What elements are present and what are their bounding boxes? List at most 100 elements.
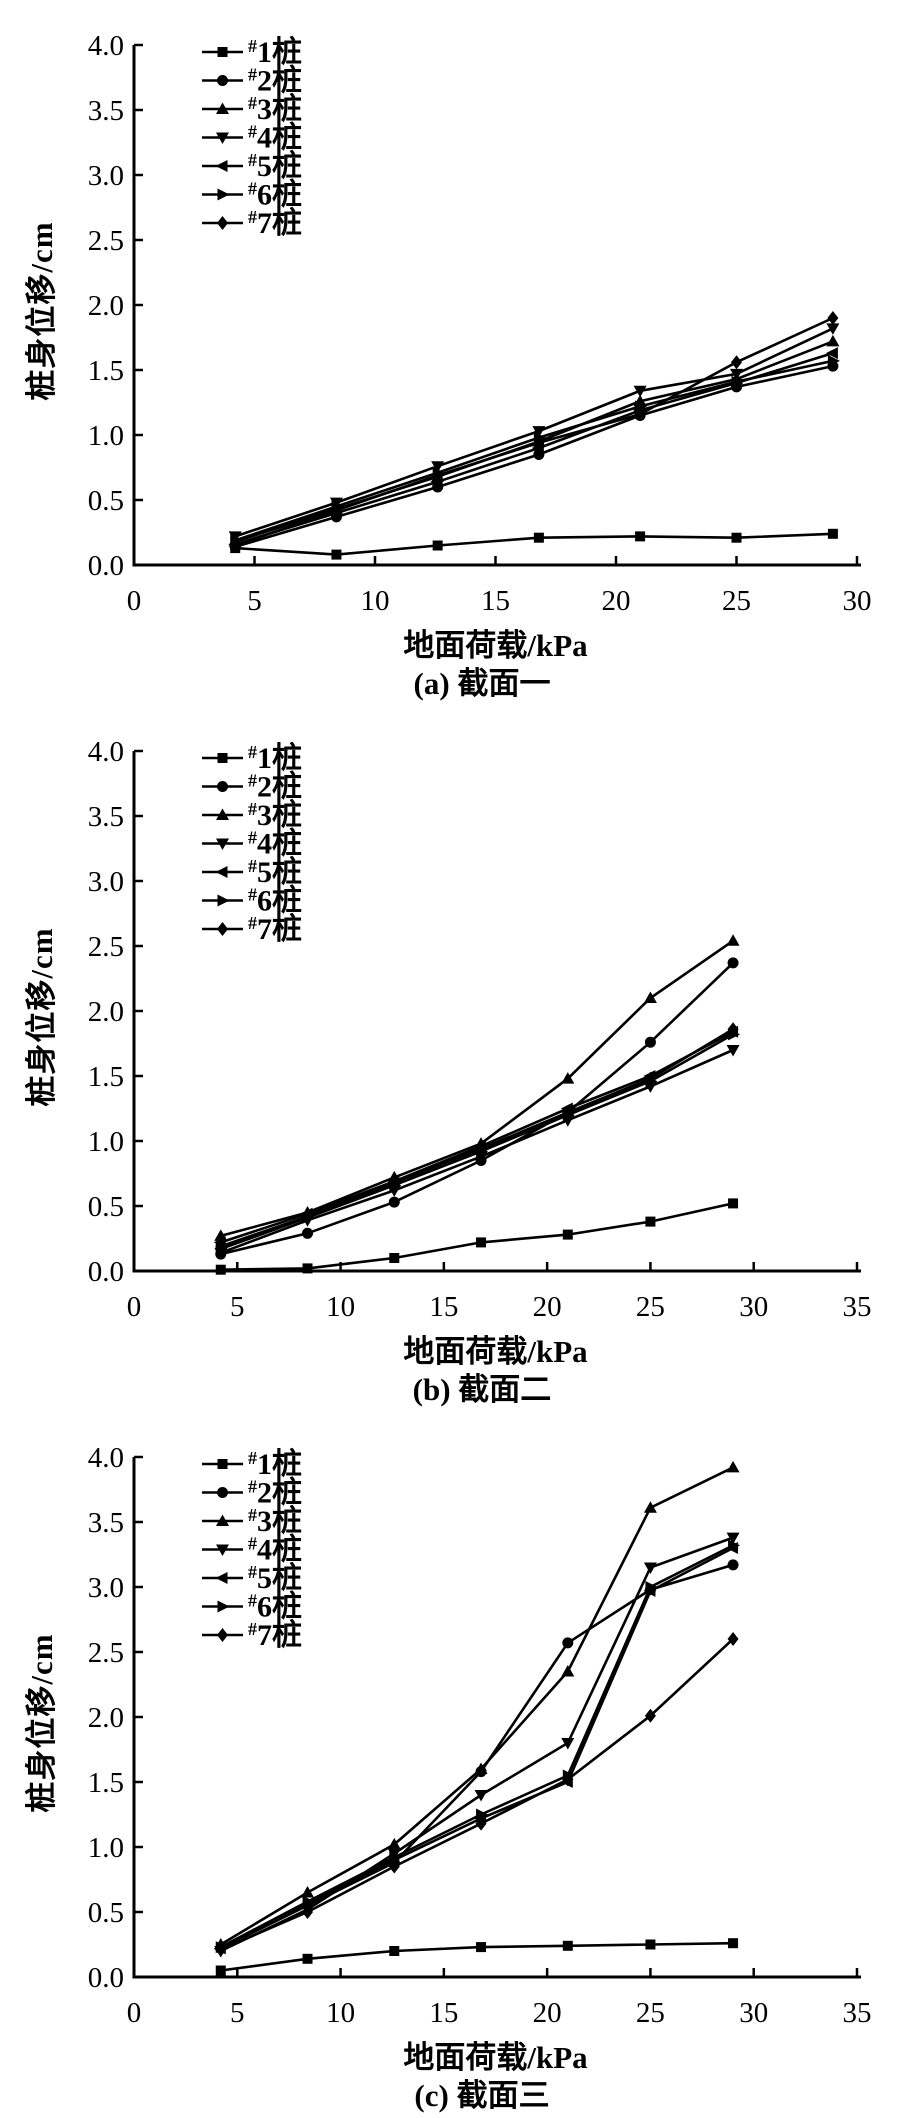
y-tick-label: 3.0 — [88, 160, 124, 192]
data-point-7桩 — [562, 1105, 574, 1120]
y-tick-label: 1.0 — [88, 1832, 124, 1864]
legend-item: #1桩 — [202, 1447, 302, 1481]
chart-caption-a: (a) 截面一 — [413, 666, 551, 701]
data-point-1桩 — [562, 1940, 573, 1951]
plot-area-section-b: 0 5 10 15 20 25 30 35 0.0 0.5 1.0 1.5 2.0 2.5 3.0 3.5 4.… — [88, 736, 872, 1323]
data-point-6桩 — [302, 1895, 315, 1908]
data-point-6桩 — [645, 1581, 658, 1593]
data-point-1桩 — [728, 1938, 739, 1949]
y-axis-label: 桩身位移/cm — [24, 1633, 59, 1813]
data-point-7桩 — [215, 1239, 227, 1254]
data-point-7桩 — [302, 1905, 314, 1919]
plot-area-section-a: 0 5 10 15 20 25 30 0.0 0.5 1.0 1.5 2.0 2.5 3.0 3.5 4.0 #… — [88, 30, 872, 617]
legend-item: #3桩 — [202, 798, 302, 832]
y-tick-label: 3.0 — [88, 866, 124, 898]
data-point-2桩 — [644, 1036, 656, 1048]
legend-marker — [215, 866, 228, 878]
data-point-6桩 — [635, 400, 648, 413]
legend-label: #6桩 — [248, 178, 302, 212]
x-tick-label: 25 — [636, 1291, 665, 1323]
data-point-7桩 — [475, 1816, 487, 1831]
legend-label: #5桩 — [248, 149, 302, 183]
x-tick-label: 10 — [326, 1291, 355, 1323]
x-tick-label: 25 — [636, 1997, 665, 2029]
legend-marker — [216, 132, 229, 144]
legend-label: #5桩 — [248, 1561, 302, 1595]
data-point-4桩 — [474, 1790, 488, 1802]
data-point-7桩 — [388, 1175, 400, 1190]
data-point-7桩 — [731, 355, 742, 370]
series-line-7桩 — [220, 1638, 734, 1951]
data-point-4桩 — [726, 1045, 740, 1057]
legend-marker — [215, 1572, 228, 1584]
data-point-1桩 — [432, 540, 443, 551]
y-tick-label: 2.5 — [88, 1637, 124, 1669]
series-line-3桩 — [220, 939, 734, 1238]
legend-marker — [216, 838, 229, 850]
x-tick-label: 5 — [247, 585, 262, 617]
legend-item: #1桩 — [202, 741, 302, 775]
data-point-3桩 — [643, 991, 657, 1003]
data-point-1桩 — [389, 1946, 400, 1956]
x-tick-label: 30 — [739, 1291, 768, 1323]
x-axis-label: 地面荷载/kPa — [403, 1334, 588, 1369]
chart-section-c: 0 5 10 15 20 25 30 35 0.0 0.5 1.0 1.5 2.0 2.5 3.0 3.5 4.… — [0, 1412, 900, 2118]
legend-marker — [217, 1600, 230, 1613]
data-point-7桩 — [302, 1209, 314, 1224]
data-point-3桩 — [561, 1665, 575, 1677]
data-point-1桩 — [302, 1953, 313, 1964]
x-tick-label: 15 — [429, 1291, 458, 1323]
data-point-3桩 — [301, 1886, 315, 1898]
x-tick-label: 5 — [230, 1997, 245, 2029]
y-tick-label: 0.0 — [88, 1256, 124, 1288]
legend-item: #3桩 — [202, 92, 302, 126]
data-point-1桩 — [302, 1263, 313, 1274]
data-point-4桩 — [643, 1562, 657, 1574]
x-axis-label: 地面荷载/kPa — [403, 2040, 588, 2075]
x-tick-label: 30 — [843, 585, 872, 617]
chart-section-a: 0 5 10 15 20 25 30 0.0 0.5 1.0 1.5 2.0 2.5 3.0 3.5 4.0 #… — [0, 0, 900, 706]
legend-marker — [215, 160, 228, 172]
data-point-2桩 — [562, 1637, 574, 1649]
data-point-6桩 — [476, 1808, 489, 1821]
legend-marker — [217, 1487, 228, 1498]
legend-label: #2桩 — [248, 1476, 302, 1510]
data-point-1桩 — [476, 1942, 487, 1953]
y-axis-label: 桩身位移/cm — [24, 927, 59, 1107]
legend-item: #5桩 — [202, 149, 302, 183]
legend-item: #2桩 — [202, 64, 302, 98]
legend-label: #6桩 — [248, 884, 302, 918]
legend-label: #4桩 — [248, 121, 302, 155]
legend-item: #4桩 — [202, 827, 302, 861]
series-line-2桩 — [220, 961, 734, 1256]
data-point-3桩 — [826, 334, 840, 347]
y-axis-label: 桩身位移/cm — [24, 221, 59, 401]
x-tick-label: 15 — [429, 1997, 458, 2029]
y-tick-label: 1.0 — [88, 420, 124, 452]
data-point-7桩 — [827, 311, 839, 325]
legend-label: #7桩 — [248, 1618, 302, 1652]
y-tick-label: 1.5 — [88, 1767, 124, 1799]
data-point-3桩 — [474, 1762, 488, 1774]
data-point-6桩 — [389, 1851, 402, 1864]
y-tick-label: 3.0 — [88, 1572, 124, 1604]
x-tick-label: 20 — [602, 585, 631, 617]
x-tick-label: 0 — [127, 585, 142, 617]
chart-caption-b: (b) 截面二 — [412, 1372, 552, 1407]
x-tick-label: 30 — [739, 1997, 768, 2029]
legend-item: #6桩 — [202, 178, 302, 212]
legend-label: #6桩 — [248, 1590, 302, 1624]
y-tick-label: 0.5 — [88, 1897, 124, 1929]
data-point-7桩 — [330, 503, 342, 518]
data-point-1桩 — [533, 532, 544, 543]
y-tick-label: 2.5 — [88, 931, 124, 963]
plot-area-section-c: 0 5 10 15 20 25 30 35 0.0 0.5 1.0 1.5 2.0 2.5 3.0 3.5 4.… — [88, 1442, 872, 2029]
data-point-6桩 — [728, 1539, 741, 1552]
series-line-7桩 — [220, 1028, 734, 1248]
y-tick-label: 2.0 — [88, 1702, 124, 1734]
data-point-3桩 — [561, 1072, 575, 1084]
data-point-7桩 — [644, 1071, 656, 1086]
legend-label: #2桩 — [248, 770, 302, 804]
data-point-2桩 — [727, 957, 739, 969]
y-tick-label: 3.5 — [88, 95, 124, 127]
